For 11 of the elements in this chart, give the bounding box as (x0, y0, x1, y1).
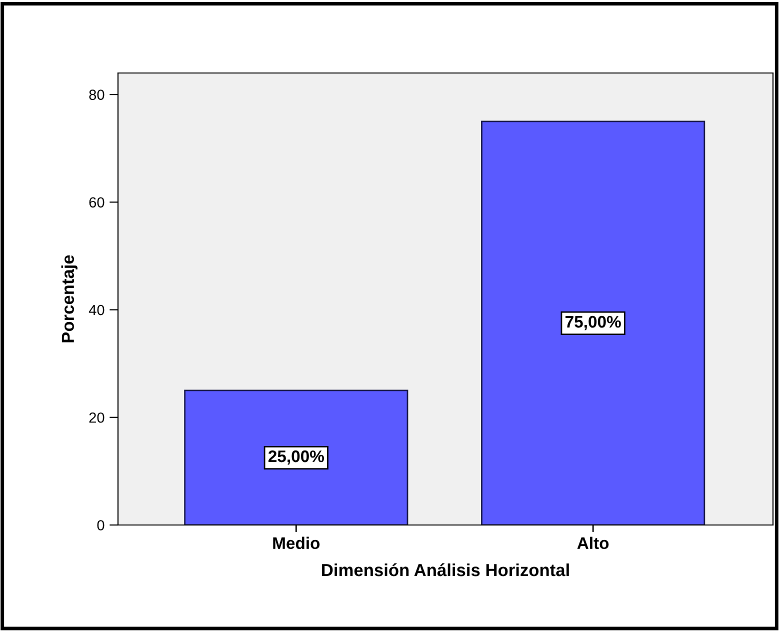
x-axis-title: Dimensión Análisis Horizontal (322, 563, 569, 576)
y-tick-label: 80 (89, 90, 104, 100)
x-tick-label: Medio (273, 536, 320, 550)
y-tick-label: 20 (89, 412, 104, 423)
y-axis-title: Porcentaje (61, 255, 78, 342)
data-label: 25,00% (268, 450, 324, 465)
y-tick-label: 40 (88, 304, 104, 316)
data-label: 75,00% (566, 316, 621, 330)
y-tick-label: 0 (97, 520, 104, 530)
y-tick-label: 60 (89, 197, 104, 208)
x-tick-label: Alto (577, 536, 609, 550)
